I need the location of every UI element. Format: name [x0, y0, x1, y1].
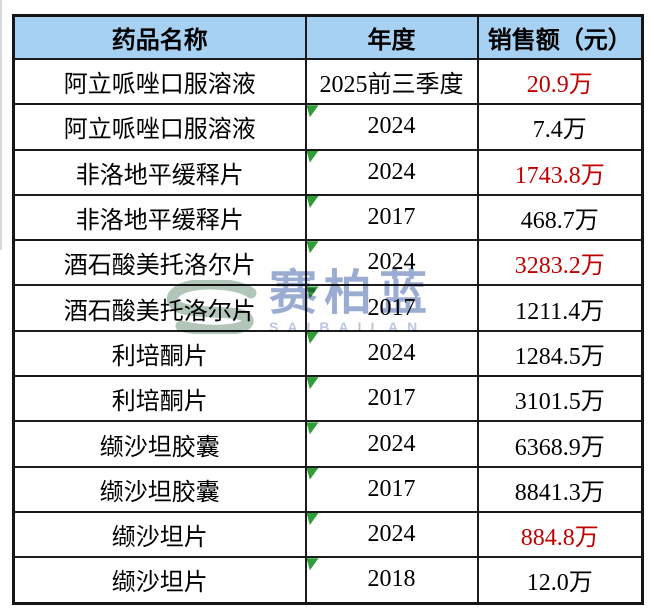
column-header-year: 年度 [304, 14, 479, 60]
cell-drug: 非洛地平缓释片 [12, 193, 307, 242]
table-row: 缬沙坦胶囊 2017 8841.3万 [12, 465, 644, 513]
green-corner-marker-icon [307, 559, 319, 571]
table-row: 阿立哌唑口服溶液 2025前三季度 20.9万 [12, 57, 644, 106]
table-row: 酒石酸美托洛尔片 2024 3283.2万 [12, 239, 644, 287]
cell-year: 2024 [304, 239, 479, 287]
column-header-sales: 销售额（元） [476, 14, 644, 60]
cell-drug: 缬沙坦片 [12, 556, 307, 605]
year-value: 2024 [367, 339, 416, 366]
cell-year: 2017 [304, 193, 479, 242]
green-corner-marker-icon [307, 468, 319, 480]
table-row: 缬沙坦胶囊 2024 6368.9万 [12, 420, 644, 468]
green-corner-marker-icon [307, 287, 319, 299]
cell-drug: 缬沙坦片 [12, 510, 307, 559]
cell-sales: 3101.5万 [476, 375, 644, 423]
screenshot-edge-artifact [0, 0, 2, 250]
year-value: 2024 [367, 113, 416, 140]
cell-year: 2018 [304, 556, 479, 605]
table-row: 非洛地平缓释片 2017 468.7万 [12, 193, 644, 242]
year-value: 2017 [367, 204, 416, 231]
green-corner-marker-icon [307, 423, 319, 435]
header-row: 药品名称 年度 销售额（元） [12, 14, 644, 60]
cell-drug: 利培酮片 [12, 329, 307, 378]
cell-year: 2024 [304, 148, 479, 196]
cell-sales: 1743.8万 [476, 148, 644, 196]
year-value: 2025前三季度 [319, 72, 464, 99]
green-corner-marker-icon [307, 332, 319, 344]
cell-year: 2025前三季度 [304, 57, 479, 106]
year-value: 2017 [367, 475, 416, 502]
year-value: 2017 [367, 385, 416, 412]
table-row: 利培酮片 2017 3101.5万 [12, 375, 644, 423]
table-row: 缬沙坦片 2018 12.0万 [12, 556, 644, 605]
year-value: 2018 [367, 566, 416, 593]
drug-sales-table-wrap: 药品名称 年度 销售额（元） 阿立哌唑口服溶液 2025前三季度 20.9万 阿立哌唑… [12, 14, 644, 605]
cell-drug: 非洛地平缓释片 [12, 148, 307, 196]
cell-sales: 6368.9万 [476, 420, 644, 468]
cell-year: 2017 [304, 375, 479, 423]
cell-drug: 缬沙坦胶囊 [12, 465, 307, 513]
green-corner-marker-icon [307, 106, 319, 118]
cell-sales: 884.8万 [476, 510, 644, 559]
green-corner-marker-icon [307, 151, 319, 163]
green-corner-marker-icon [307, 378, 319, 390]
cell-drug: 酒石酸美托洛尔片 [12, 284, 307, 332]
year-value: 2024 [367, 521, 416, 548]
cell-sales: 20.9万 [476, 57, 644, 106]
year-value: 2017 [367, 294, 416, 321]
cell-sales: 7.4万 [476, 103, 644, 151]
cell-year: 2024 [304, 420, 479, 468]
cell-year: 2024 [304, 510, 479, 559]
year-value: 2024 [367, 158, 416, 185]
table-row: 酒石酸美托洛尔片 2017 1211.4万 [12, 284, 644, 332]
table-body: 阿立哌唑口服溶液 2025前三季度 20.9万 阿立哌唑口服溶液 2024 7.4万 非洛地… [12, 57, 644, 605]
cell-drug: 利培酮片 [12, 375, 307, 423]
table-row: 非洛地平缓释片 2024 1743.8万 [12, 148, 644, 196]
column-header-drug: 药品名称 [12, 14, 307, 60]
cell-sales: 12.0万 [476, 556, 644, 605]
cell-sales: 1211.4万 [476, 284, 644, 332]
year-value: 2024 [367, 430, 416, 457]
cell-sales: 3283.2万 [476, 239, 644, 287]
green-corner-marker-icon [307, 513, 319, 525]
cell-drug: 阿立哌唑口服溶液 [12, 103, 307, 151]
cell-year: 2024 [304, 103, 479, 151]
cell-year: 2017 [304, 465, 479, 513]
cell-year: 2017 [304, 284, 479, 332]
cell-sales: 8841.3万 [476, 465, 644, 513]
year-value: 2024 [367, 249, 416, 276]
drug-sales-table: 药品名称 年度 销售额（元） 阿立哌唑口服溶液 2025前三季度 20.9万 阿立哌唑… [12, 14, 644, 605]
table-row: 利培酮片 2024 1284.5万 [12, 329, 644, 378]
cell-sales: 468.7万 [476, 193, 644, 242]
cell-drug: 阿立哌唑口服溶液 [12, 57, 307, 106]
cell-sales: 1284.5万 [476, 329, 644, 378]
cell-drug: 缬沙坦胶囊 [12, 420, 307, 468]
cell-year: 2024 [304, 329, 479, 378]
green-corner-marker-icon [307, 196, 319, 208]
table-row: 缬沙坦片 2024 884.8万 [12, 510, 644, 559]
cell-drug: 酒石酸美托洛尔片 [12, 239, 307, 287]
green-corner-marker-icon [307, 242, 319, 254]
table-row: 阿立哌唑口服溶液 2024 7.4万 [12, 103, 644, 151]
